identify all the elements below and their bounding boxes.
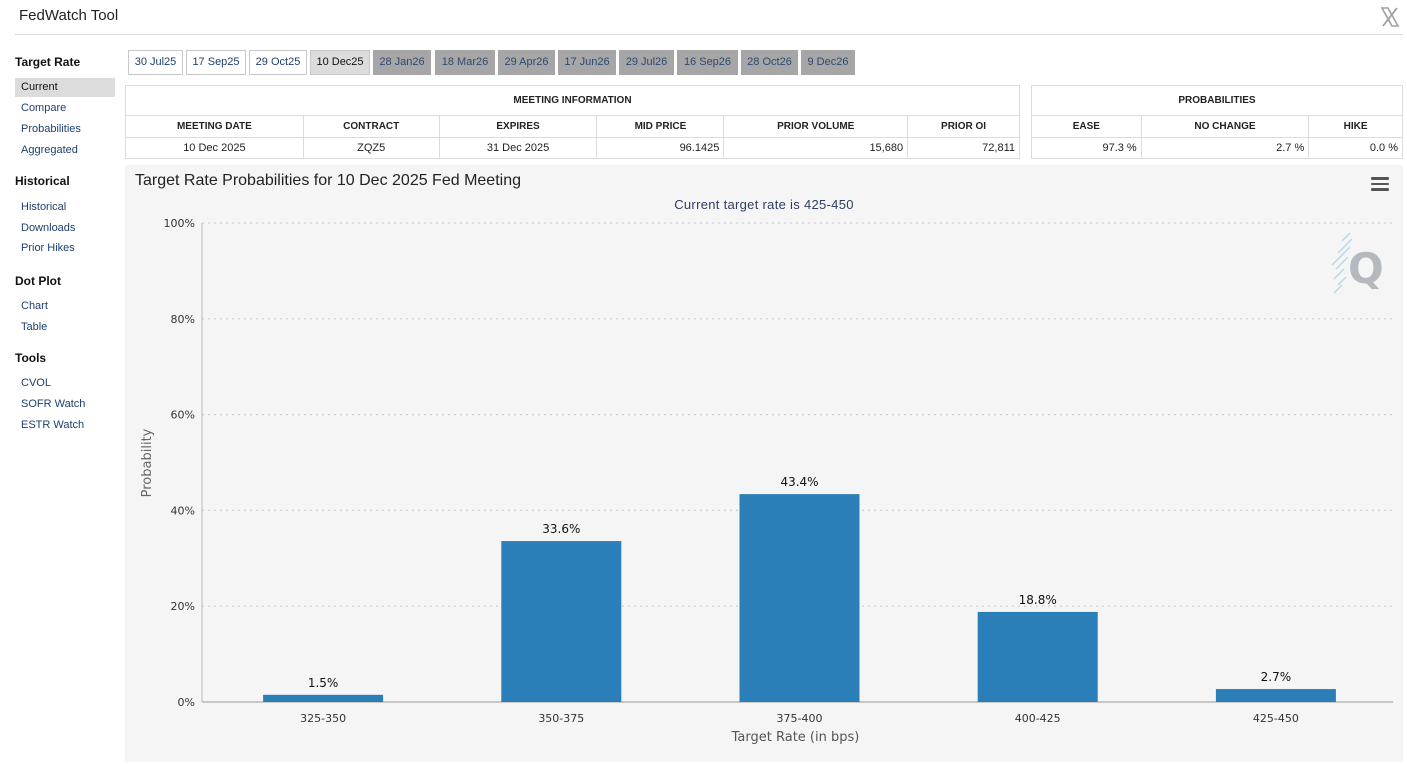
y-tick-label: 80% [171, 313, 195, 326]
sidebar-item-0-2[interactable]: Probabilities [21, 123, 81, 135]
probabilities-table: PROBABILITIES EASE NO CHANGE HIKE 97.3 %… [1031, 85, 1403, 159]
hamburger-menu-icon[interactable] [1371, 177, 1389, 191]
bar[interactable] [501, 541, 622, 702]
sidebar-item-0-3[interactable]: Aggregated [21, 144, 78, 156]
data-label: 18.8% [1019, 593, 1057, 607]
sidebar-section-0: Target Rate [15, 55, 81, 69]
ease-value: 97.3 % [1031, 137, 1142, 159]
x-tick-label: 400-425 [1015, 712, 1061, 725]
sidebar-item-3-2[interactable]: ESTR Watch [21, 419, 85, 431]
sidebar-item-2-0[interactable]: Chart [21, 300, 48, 312]
svg-text:Q: Q [1348, 244, 1384, 293]
data-label: 33.6% [542, 522, 580, 536]
bar[interactable] [263, 694, 384, 702]
sidebar-item-1-2[interactable]: Prior Hikes [21, 242, 75, 254]
col-contract: CONTRACT [302, 115, 440, 138]
chart-container: Target Rate Probabilities for 10 Dec 202… [125, 165, 1403, 762]
app-title: FedWatch Tool [19, 7, 119, 24]
hike-value: 0.0 % [1308, 137, 1403, 159]
y-tick-label: 20% [171, 600, 195, 613]
x-tick-label: 350-375 [538, 712, 584, 725]
x-tick-label: 325-350 [300, 712, 346, 725]
col-expires: EXPIRES [438, 115, 598, 138]
sidebar-item-2-1[interactable]: Table [21, 321, 48, 333]
col-prior-volume: PRIOR VOLUME [723, 115, 909, 138]
header-divider [15, 34, 1403, 35]
col-prior-oi: PRIOR OI [907, 115, 1020, 138]
meeting-tab-5[interactable]: 18 Mar26 [435, 50, 495, 75]
bar[interactable] [1215, 689, 1336, 702]
y-axis-title: Probability [140, 428, 155, 497]
data-label: 2.7% [1261, 670, 1292, 684]
col-meeting-date: MEETING DATE [125, 115, 304, 138]
prior-volume-value: 15,680 [723, 137, 909, 159]
col-ease: EASE [1031, 115, 1142, 138]
meeting-info-header: MEETING INFORMATION [125, 85, 1020, 116]
y-tick-label: 100% [164, 217, 195, 230]
meeting-tab-1[interactable]: 17 Sep25 [186, 50, 246, 75]
y-tick-label: 40% [171, 504, 195, 517]
data-label: 1.5% [308, 676, 339, 690]
bar[interactable] [977, 611, 1098, 702]
meeting-tab-8[interactable]: 29 Jul26 [619, 50, 674, 75]
sidebar-item-3-1[interactable]: SOFR Watch [21, 398, 86, 410]
meeting-tab-0[interactable]: 30 Jul25 [128, 50, 183, 75]
sidebar-section-2: Dot Plot [15, 274, 61, 288]
sidebar-item-3-0[interactable]: CVOL [21, 377, 51, 389]
x-tick-label: 375-400 [777, 712, 823, 725]
sidebar-item-0-1[interactable]: Compare [21, 102, 67, 114]
sidebar-item-1-0[interactable]: Historical [21, 201, 67, 213]
q-logo-icon: Q [1331, 232, 1384, 294]
sidebar-section-1: Historical [15, 174, 70, 188]
meeting-tab-4[interactable]: 28 Jan26 [373, 50, 431, 75]
y-tick-label: 0% [178, 696, 195, 709]
data-label: 43.4% [780, 475, 818, 489]
bar-chart: Q 0% 20% 40% 60% 80% 100% 1.5% 325-350 33.6% 350-… [140, 217, 1393, 745]
meeting-tab-3[interactable]: 10 Dec25 [310, 50, 370, 75]
meeting-information-table: MEETING INFORMATION MEETING DATE CONTRAC… [125, 85, 1020, 159]
y-tick-label: 60% [171, 409, 195, 422]
meeting-tab-11[interactable]: 9 Dec26 [801, 50, 855, 75]
contract-value: ZQZ5 [302, 137, 440, 159]
meeting-tab-10[interactable]: 28 Oct26 [741, 50, 798, 75]
meeting-tab-7[interactable]: 17 Jun26 [558, 50, 616, 75]
mid-price-value: 96.1425 [596, 137, 725, 159]
no-change-value: 2.7 % [1140, 137, 1310, 159]
x-logo-icon[interactable] [1380, 6, 1400, 28]
col-no-change: NO CHANGE [1140, 115, 1310, 138]
col-mid-price: MID PRICE [596, 115, 725, 138]
chart-subtitle: Current target rate is 425-450 [674, 197, 854, 212]
x-axis-title: Target Rate (in bps) [731, 730, 860, 745]
x-tick-label: 425-450 [1253, 712, 1299, 725]
meeting-tab-9[interactable]: 16 Sep26 [677, 50, 738, 75]
meeting-tab-2[interactable]: 29 Oct25 [249, 50, 307, 75]
prior-oi-value: 72,811 [907, 137, 1020, 159]
chart-title: Target Rate Probabilities for 10 Dec 202… [135, 172, 521, 189]
bar[interactable] [739, 494, 860, 702]
sidebar-item-0-0[interactable]: Current [15, 78, 115, 97]
sidebar-item-1-1[interactable]: Downloads [21, 221, 76, 234]
meeting-date-value: 10 Dec 2025 [125, 137, 304, 159]
expires-value: 31 Dec 2025 [438, 137, 598, 159]
sidebar-section-3: Tools [15, 351, 47, 365]
col-hike: HIKE [1308, 115, 1403, 138]
probabilities-header: PROBABILITIES [1031, 85, 1403, 116]
meeting-tab-6[interactable]: 29 Apr26 [498, 50, 555, 75]
